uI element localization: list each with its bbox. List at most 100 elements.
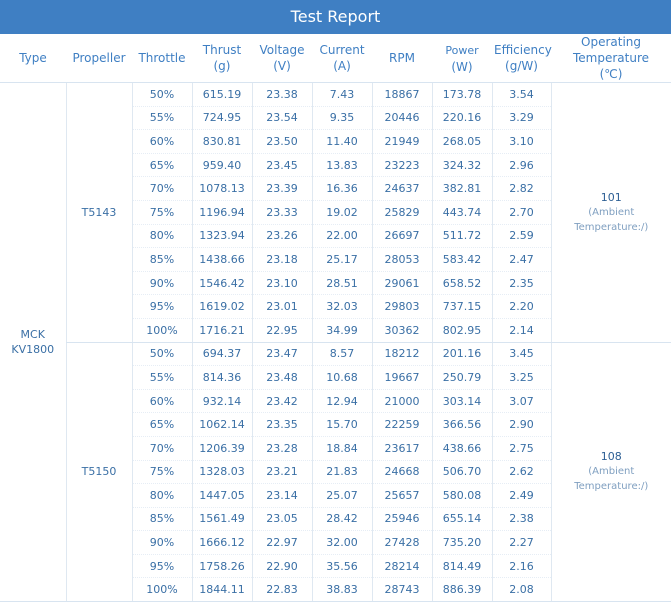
voltage-cell: 23.47 <box>252 342 312 366</box>
efficiency-cell: 2.08 <box>492 578 551 602</box>
efficiency-cell: 3.07 <box>492 389 551 413</box>
thrust-cell: 1716.21 <box>192 318 252 342</box>
power-cell: 366.56 <box>432 413 492 437</box>
header-efficiency-unit: (g/W) <box>505 59 538 73</box>
voltage-cell: 23.10 <box>252 271 312 295</box>
header-thrust: Thrust(g) <box>192 34 252 83</box>
throttle-cell: 95% <box>132 554 192 578</box>
thrust-cell: 1062.14 <box>192 413 252 437</box>
header-voltage-unit: (V) <box>273 59 291 73</box>
header-current: Current(A) <box>312 34 372 83</box>
current-cell: 34.99 <box>312 318 372 342</box>
header-temp-unit: (℃) <box>600 67 623 81</box>
voltage-cell: 23.39 <box>252 177 312 201</box>
motor-type-cell: MCK KV1800 <box>0 83 66 602</box>
current-cell: 35.56 <box>312 554 372 578</box>
rpm-cell: 25946 <box>372 507 432 531</box>
thrust-cell: 959.40 <box>192 153 252 177</box>
rpm-cell: 25657 <box>372 484 432 508</box>
current-cell: 7.43 <box>312 83 372 107</box>
header-operating-temperature: Operating Temperature(℃) <box>551 34 671 83</box>
current-cell: 25.07 <box>312 484 372 508</box>
thrust-cell: 932.14 <box>192 389 252 413</box>
rpm-cell: 30362 <box>372 318 432 342</box>
power-cell: 173.78 <box>432 83 492 107</box>
header-propeller: Propeller <box>66 34 132 83</box>
current-cell: 15.70 <box>312 413 372 437</box>
throttle-cell: 50% <box>132 342 192 366</box>
voltage-cell: 23.38 <box>252 83 312 107</box>
efficiency-cell: 2.27 <box>492 531 551 555</box>
voltage-cell: 23.45 <box>252 153 312 177</box>
rpm-cell: 24668 <box>372 460 432 484</box>
propeller-cell: T5143 <box>66 83 132 343</box>
power-cell: 250.79 <box>432 366 492 390</box>
power-cell: 511.72 <box>432 224 492 248</box>
throttle-cell: 70% <box>132 177 192 201</box>
efficiency-cell: 3.25 <box>492 366 551 390</box>
ambient-temperature-note: (Ambient Temperature:/) <box>552 205 671 235</box>
thrust-cell: 1328.03 <box>192 460 252 484</box>
current-cell: 11.40 <box>312 130 372 154</box>
current-cell: 28.51 <box>312 271 372 295</box>
voltage-cell: 23.21 <box>252 460 312 484</box>
throttle-cell: 100% <box>132 578 192 602</box>
throttle-cell: 90% <box>132 531 192 555</box>
efficiency-cell: 2.47 <box>492 248 551 272</box>
efficiency-cell: 2.20 <box>492 295 551 319</box>
efficiency-cell: 2.70 <box>492 200 551 224</box>
efficiency-cell: 2.82 <box>492 177 551 201</box>
power-cell: 583.42 <box>432 248 492 272</box>
rpm-cell: 24637 <box>372 177 432 201</box>
power-cell: 580.08 <box>432 484 492 508</box>
throttle-cell: 85% <box>132 248 192 272</box>
current-cell: 21.83 <box>312 460 372 484</box>
throttle-cell: 100% <box>132 318 192 342</box>
current-cell: 18.84 <box>312 436 372 460</box>
report-title: Test Report <box>0 0 671 34</box>
rpm-cell: 26697 <box>372 224 432 248</box>
rpm-cell: 18212 <box>372 342 432 366</box>
current-cell: 32.00 <box>312 531 372 555</box>
power-cell: 443.74 <box>432 200 492 224</box>
temperature-value: 108 <box>552 449 671 464</box>
power-cell: 268.05 <box>432 130 492 154</box>
header-voltage: Voltage(V) <box>252 34 312 83</box>
thrust-cell: 1561.49 <box>192 507 252 531</box>
header-thrust-unit: (g) <box>214 59 231 73</box>
temperature-value: 101 <box>552 190 671 205</box>
voltage-cell: 22.90 <box>252 554 312 578</box>
rpm-cell: 20446 <box>372 106 432 130</box>
voltage-cell: 23.48 <box>252 366 312 390</box>
voltage-cell: 22.83 <box>252 578 312 602</box>
current-cell: 16.36 <box>312 177 372 201</box>
throttle-cell: 60% <box>132 130 192 154</box>
test-report-table: Type Propeller Throttle Thrust(g) Voltag… <box>0 34 671 602</box>
efficiency-cell: 2.96 <box>492 153 551 177</box>
current-cell: 28.42 <box>312 507 372 531</box>
rpm-cell: 29061 <box>372 271 432 295</box>
rpm-cell: 23223 <box>372 153 432 177</box>
current-cell: 10.68 <box>312 366 372 390</box>
current-cell: 25.17 <box>312 248 372 272</box>
voltage-cell: 23.33 <box>252 200 312 224</box>
efficiency-cell: 2.35 <box>492 271 551 295</box>
efficiency-cell: 3.54 <box>492 83 551 107</box>
thrust-cell: 1546.42 <box>192 271 252 295</box>
power-cell: 814.49 <box>432 554 492 578</box>
voltage-cell: 23.54 <box>252 106 312 130</box>
current-cell: 13.83 <box>312 153 372 177</box>
thrust-cell: 814.36 <box>192 366 252 390</box>
voltage-cell: 22.97 <box>252 531 312 555</box>
throttle-cell: 80% <box>132 224 192 248</box>
power-cell: 737.15 <box>432 295 492 319</box>
rpm-cell: 19667 <box>372 366 432 390</box>
voltage-cell: 23.28 <box>252 436 312 460</box>
ambient-temperature-note: (Ambient Temperature:/) <box>552 464 671 494</box>
power-cell: 735.20 <box>432 531 492 555</box>
rpm-cell: 28053 <box>372 248 432 272</box>
thrust-cell: 1844.11 <box>192 578 252 602</box>
throttle-cell: 70% <box>132 436 192 460</box>
